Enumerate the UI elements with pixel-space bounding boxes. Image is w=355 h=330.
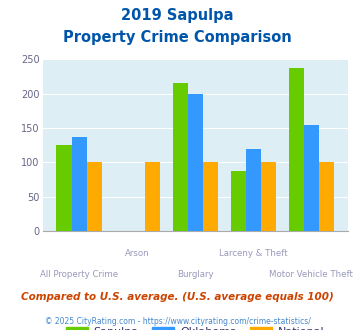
Text: © 2025 CityRating.com - https://www.cityrating.com/crime-statistics/: © 2025 CityRating.com - https://www.city… (45, 317, 310, 326)
Bar (145, 162, 160, 231)
Bar (173, 83, 188, 231)
Text: Compared to U.S. average. (U.S. average equals 100): Compared to U.S. average. (U.S. average … (21, 292, 334, 302)
Bar (87, 162, 102, 231)
Text: Property Crime Comparison: Property Crime Comparison (63, 30, 292, 45)
Text: Burglary: Burglary (177, 270, 214, 279)
Text: Larceny & Theft: Larceny & Theft (219, 249, 288, 258)
Bar (319, 162, 334, 231)
Bar (261, 162, 276, 231)
Text: All Property Crime: All Property Crime (40, 270, 118, 279)
Bar (246, 148, 261, 231)
Bar (203, 162, 218, 231)
Bar (188, 94, 203, 231)
Bar (72, 137, 87, 231)
Bar (304, 125, 319, 231)
Text: Motor Vehicle Theft: Motor Vehicle Theft (269, 270, 353, 279)
Bar (231, 171, 246, 231)
Text: 2019 Sapulpa: 2019 Sapulpa (121, 8, 234, 23)
Legend: Sapulpa, Oklahoma, National: Sapulpa, Oklahoma, National (61, 322, 329, 330)
Bar (56, 145, 72, 231)
Bar (289, 68, 304, 231)
Text: Arson: Arson (125, 249, 149, 258)
